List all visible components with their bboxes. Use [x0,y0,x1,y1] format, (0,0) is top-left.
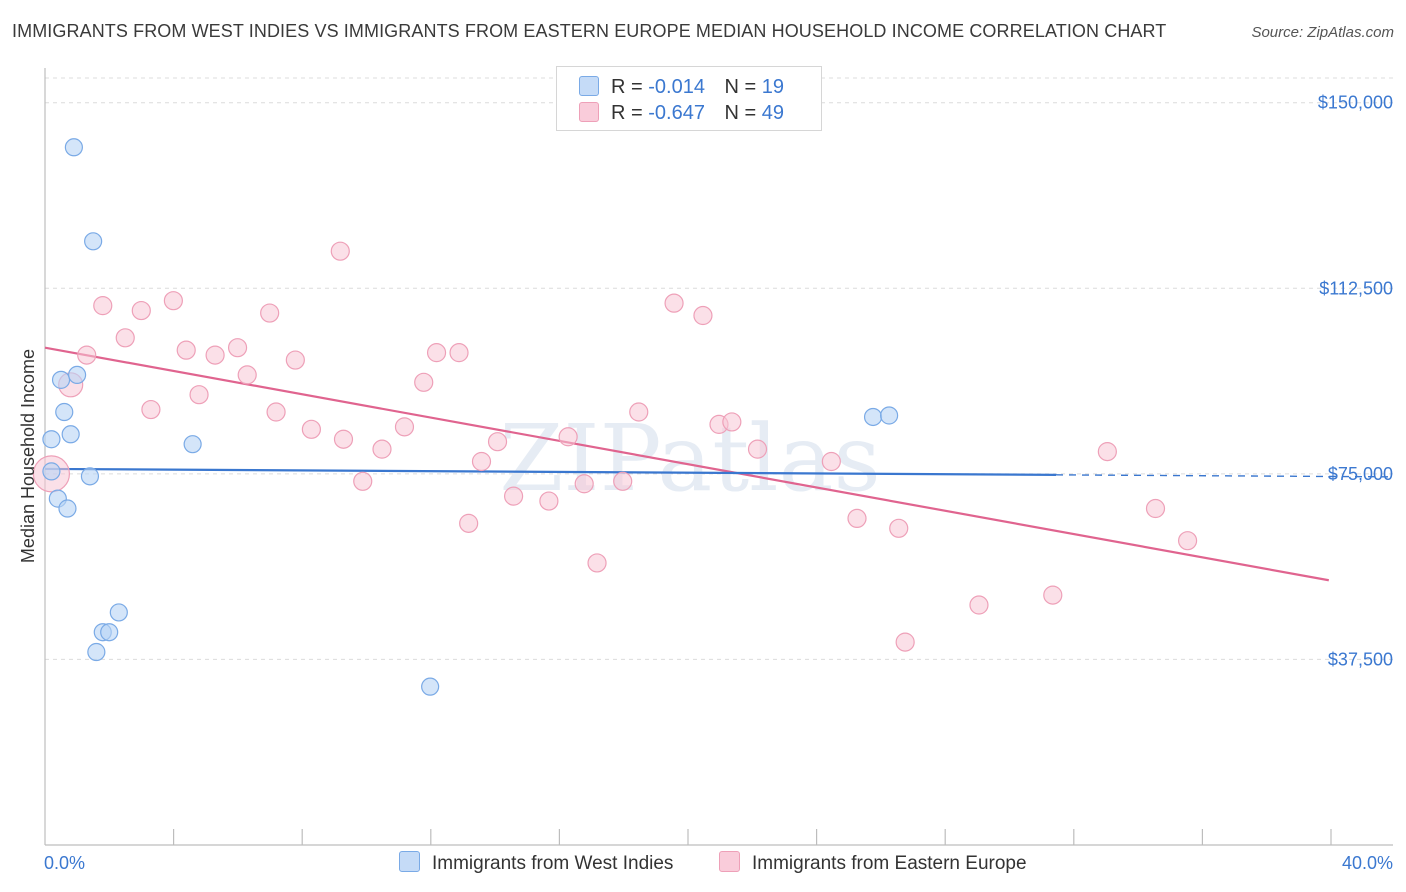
legend-label: Immigrants from Eastern Europe [752,853,1027,874]
point-eastern-europe [969,595,989,615]
point-west-indies [67,365,87,385]
blue-swatch-icon [579,76,599,96]
trend-line-eastern-europe [44,346,1330,582]
point-west-indies [84,232,103,251]
point-eastern-europe [471,451,492,472]
n-label: N = [724,76,757,98]
point-eastern-europe [266,402,286,422]
point-west-indies [42,430,61,449]
point-eastern-europe [93,296,113,316]
legend-item-west-indies[interactable]: Immigrants from West Indies [399,851,673,877]
axis-labels: $37,500 $75,000 $112,500 $150,000 0.0% 40.0% M… [18,93,1393,873]
point-west-indies [100,623,119,642]
point-eastern-europe [449,343,469,363]
r-value: -0.014 [648,76,705,98]
point-eastern-europe [353,471,373,491]
point-eastern-europe [895,632,915,652]
legend-label: Immigrants from West Indies [432,853,674,874]
point-eastern-europe [664,293,684,313]
y-tick-label: $112,500 [1319,278,1393,298]
chart-title: IMMIGRANTS FROM WEST INDIES VS IMMIGRANT… [12,21,1167,41]
point-eastern-europe [558,427,578,447]
point-west-indies [863,407,883,427]
point-eastern-europe [1043,585,1063,605]
point-eastern-europe [847,508,867,529]
legend-item-eastern-europe[interactable]: Immigrants from Eastern Europe [719,851,1027,877]
r-label: R = [611,76,643,98]
point-eastern-europe [330,241,350,261]
pink-swatch-icon [719,851,740,872]
data-points [32,138,1198,696]
point-eastern-europe [301,419,321,439]
trend-lines [44,346,1394,582]
point-eastern-europe [131,300,151,321]
point-eastern-europe [426,343,447,363]
pink-swatch-icon [579,102,599,122]
source-label: Source: ZipAtlas.com [1251,24,1394,41]
point-west-indies [87,642,106,662]
r-value: -0.647 [648,102,705,124]
n-label: N = [724,102,757,124]
point-eastern-europe [333,429,354,449]
point-west-indies [42,462,61,481]
point-eastern-europe [176,340,196,360]
point-eastern-europe [503,486,524,506]
y-tick-label: $75,000 [1328,464,1393,484]
x-tick-label: 0.0% [44,853,85,873]
point-eastern-europe [414,372,434,392]
point-eastern-europe [394,417,415,437]
point-eastern-europe [889,518,909,538]
point-eastern-europe [141,399,161,420]
point-eastern-europe [1097,442,1117,462]
point-west-indies [64,138,83,157]
point-eastern-europe [237,365,257,385]
point-eastern-europe [1145,498,1166,519]
x-tick-label: 40.0% [1342,853,1393,873]
point-west-indies [109,603,128,622]
point-eastern-europe [260,303,280,323]
point-eastern-europe [613,471,633,491]
point-west-indies [421,677,440,696]
point-eastern-europe [539,491,559,511]
point-eastern-europe [574,474,594,494]
point-west-indies [183,435,202,454]
point-west-indies [58,499,77,518]
trend-line-west-indies-extension [1055,474,1394,478]
point-eastern-europe [821,451,841,472]
n-value: 49 [761,102,785,124]
point-eastern-europe [1177,531,1198,551]
point-west-indies [55,402,74,422]
point-eastern-europe [629,402,649,422]
legend-row-west-indies: R = -0.014 N = 19 [579,76,784,100]
legend-row-eastern-europe: R = -0.647 N = 49 [579,102,784,126]
point-eastern-europe [189,385,209,405]
point-eastern-europe [747,439,768,459]
point-west-indies [51,370,71,389]
point-eastern-europe [205,345,225,365]
y-axis-label: Median Household Income [18,349,38,563]
blue-swatch-icon [399,851,420,872]
point-eastern-europe [285,350,305,370]
point-eastern-europe [693,305,713,326]
point-eastern-europe [372,439,392,459]
trend-line-west-indies [44,467,1057,476]
point-eastern-europe [115,328,135,348]
point-west-indies [880,406,899,425]
watermark: ZIPatlas [499,405,880,512]
y-tick-label: $150,000 [1318,93,1393,113]
correlation-legend: R = -0.014 N = 19 R = -0.647 N = 49 [556,66,822,131]
point-west-indies [80,467,100,486]
point-eastern-europe [587,553,607,573]
y-tick-label: $37,500 [1328,649,1393,669]
point-eastern-europe [163,291,183,311]
point-eastern-europe [227,338,248,358]
point-eastern-europe [722,412,742,432]
point-west-indies [61,425,80,444]
point-eastern-europe [487,432,508,452]
point-eastern-europe [77,345,97,365]
point-eastern-europe [459,513,479,533]
r-label: R = [611,102,643,124]
n-value: 19 [761,76,785,98]
